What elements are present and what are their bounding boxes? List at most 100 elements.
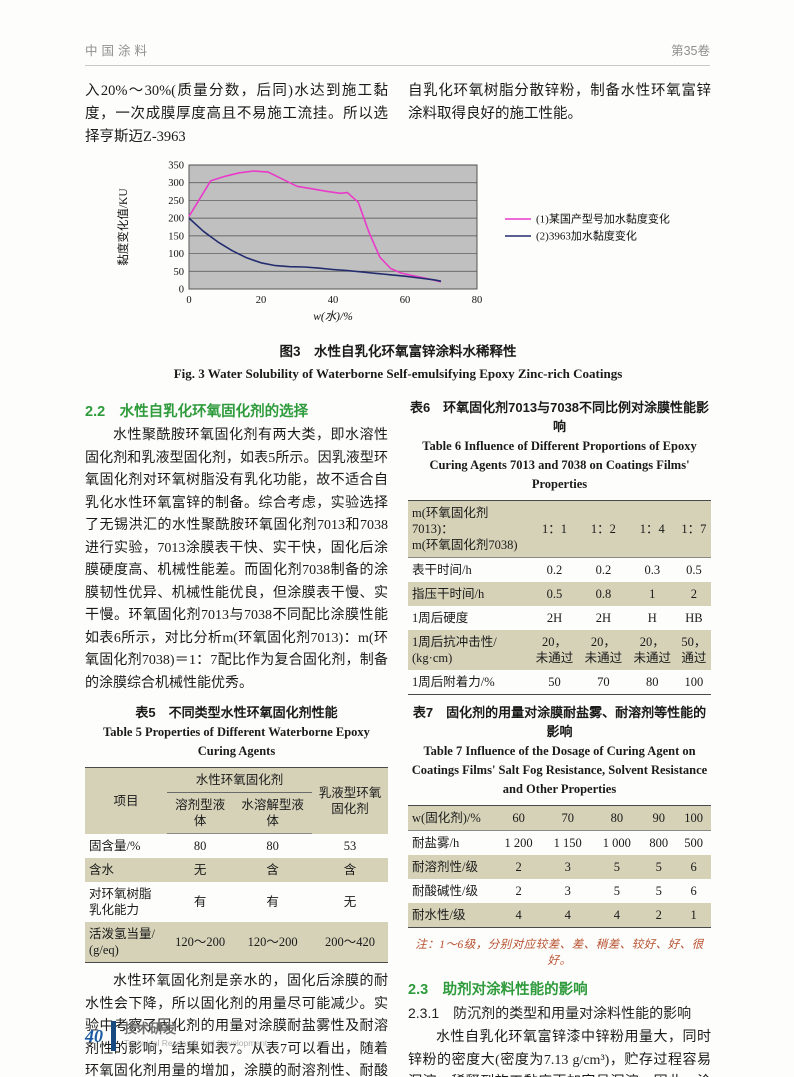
series-line [188,217,442,282]
row-label: 耐水性/级 [412,908,466,922]
row-label: 耐盐雾/h [412,836,460,850]
table-row: 指压干时间/h 0.5 0.8 1 2 [408,582,711,606]
column-header: 90 [641,805,677,831]
table5-title: 表5 不同类型水性环氧固化剂性能 Table 5 Properties of D… [85,703,388,761]
figure3-caption: 图3 水性自乳化环氧富锌涂料水稀释性 Fig. 3 Water Solubili… [85,342,711,384]
x-tick-label: 60 [400,295,411,306]
x-axis-title: w(水)/% [313,310,353,323]
column-header: 1：1 [530,500,579,558]
row-label: 耐酸碱性/级 [412,884,478,898]
row-label: 对环氧树脂 乳化能力 [89,887,152,917]
data-table: 项目 水性环氧固化剂 乳液型环氧 固化剂 溶剂型液体 水溶解型液体 固含量/% 80 80 53… [85,767,388,963]
data-table: w(固化剂)/% 60 70 80 90 100 耐盐雾/h 1 200 1 150 1 000 8… [408,805,711,928]
table6-title-en: Table 6 Influence of Different Proportio… [422,439,697,491]
row-label: 活泼氢当量/ (g/eq) [89,927,155,957]
data-table: m(环氧固化剂7013)： m(环氧固化剂7038) 1：1 1：2 1：4 1：7 表干… [408,500,711,695]
table-cell: 2 [690,587,697,601]
table-cell: 80 [193,839,207,853]
row-label: 1周后硬度 [412,611,469,625]
x-tick-label: 20 [256,295,267,306]
y-tick-label: 50 [174,267,185,278]
table-cell: 3 [564,860,571,874]
table7-title-en: Table 7 Influence of the Dosage of Curin… [411,744,708,796]
table-cell: 1 200 [504,836,533,850]
table-row: 1周后硬度 2H 2H H HB [408,606,711,630]
table-cell: 3 [564,884,571,898]
figure3-caption-en: Fig. 3 Water Solubility of Waterborne Se… [173,366,623,381]
table-cell: 20， 未通过 [535,635,574,665]
table-row: 含水 无 含 含 [85,858,388,882]
footer-section: 技术研发 Technical Research and Development [124,1022,267,1050]
legend-label: (2)3963加水黏度变化 [536,229,637,243]
row-label: 含水 [89,863,115,877]
table-cell: 20， 未通过 [633,635,672,665]
plot-area [188,164,478,290]
section-2-2-paragraph-2: 水性环氧固化剂是亲水的，固化后涂膜的耐水性会下降，所以固化剂的用量尽可能减少。实… [85,974,388,1077]
footer-section-en: Technical Research and Development [124,1038,268,1048]
table7: w(固化剂)/% 60 70 80 90 100 耐盐雾/h 1 200 1 150 1 000 8… [408,805,711,928]
y-axis-title: 黏度变化值/KU [116,188,130,266]
table-cell: 0.5 [546,587,563,601]
table-cell: 20， 未通过 [584,635,623,665]
table7-title-cn: 表7 固化剂的用量对涂膜耐盐雾、耐溶剂等性能的影响 [412,705,707,739]
series-line [188,170,442,283]
column-header: 70 [543,805,593,831]
column-header: 1：7 [676,500,711,558]
section-2-2-paragraph-1: 水性聚酰胺环氧固化剂有两大类，即水溶性固化剂和乳液型固化剂，如表5所示。因乳液型… [85,428,388,691]
table-cell: 80 [266,839,279,853]
table6-title: 表6 环氧固化剂7013与7038不同比例对涂膜性能影响 Table 6 Inf… [408,398,711,494]
table-cell: 50 [548,675,561,689]
sub-column-header: 溶剂型液体 [167,792,234,834]
footer-section-cn: 技术研发 [124,1021,177,1036]
table6: m(环氧固化剂7013)： m(环氧固化剂7038) 1：1 1：2 1：4 1：7 表干… [408,500,711,695]
row-label: 耐溶剂性/级 [412,860,478,874]
table-cell: 2H [595,611,612,625]
table-row: 耐酸碱性/级 2 3 5 5 6 [408,879,711,903]
table-cell: 500 [684,836,703,850]
table-cell: 6 [690,860,697,874]
table-cell: 0.8 [595,587,612,601]
row-label: 1周后附着力/% [412,675,495,689]
group-header: 水性环氧固化剂 [167,767,312,793]
table-row: 耐水性/级 4 4 4 2 1 [408,903,711,928]
y-tick-label: 250 [168,196,184,207]
table-cell: 无 [193,863,207,877]
x-tick-label: 0 [186,295,191,306]
table7-note: 注：1～6级，分别对应较差、差、稍差、较好、好、很好。 [415,939,704,967]
column-header: 乳液型环氧 固化剂 [318,785,382,816]
table-row: 耐溶剂性/级 2 3 5 5 6 [408,855,711,879]
table-cell: H [647,611,657,625]
page-number: 40 [85,1025,103,1046]
column-header: 1：2 [578,500,628,558]
x-tick-label: 80 [472,295,483,306]
column-header: 80 [592,805,642,831]
y-tick-label: 150 [168,231,184,242]
table-cell: 2 [515,860,522,874]
table-cell: 含 [266,863,279,877]
page-footer: 40 技术研发 Technical Research and Developme… [85,1021,267,1051]
table-row: 耐盐雾/h 1 200 1 150 1 000 800 500 [408,831,711,856]
table-cell: 5 [613,860,620,874]
viscosity-line-chart: 0 50 100 150 200 250 300 350 0 20 40 60 80 黏度变化值/KU w(… [116,161,670,324]
section-2-2-heading: 2.2 水性自乳化环氧固化剂的选择 [85,404,309,420]
table5-title-cn: 表5 不同类型水性环氧固化剂性能 [135,705,338,720]
table-row: 对环氧树脂 乳化能力 有 有 无 [85,882,388,922]
footer-divider-bar [111,1021,116,1051]
intro-paragraphs: 入20%～30%(质量分数，后同)水达到施工黏度，一次成膜厚度高且不易施工流挂。… [85,74,711,149]
table-cell: 无 [343,895,357,909]
table-cell: 4 [564,908,571,922]
table-cell: 0.5 [686,563,702,577]
table-cell: 1 [690,908,697,922]
table-cell: 有 [266,895,279,909]
two-column-body: 2.2 水性自乳化环氧固化剂的选择 水性聚酰胺环氧固化剂有两大类，即水溶性固化剂… [85,398,711,1077]
legend-label: (1)某国产型号加水黏度变化 [536,212,670,226]
table5: 项目 水性环氧固化剂 乳液型环氧 固化剂 溶剂型液体 水溶解型液体 固含量/% 80 80 53… [85,767,388,963]
table-cell: 0.2 [546,563,563,577]
intro-left-paragraph: 入20%～30%(质量分数，后同)水达到施工黏度，一次成膜厚度高且不易施工流挂。… [85,83,388,145]
table7-title: 表7 固化剂的用量对涂膜耐盐雾、耐溶剂等性能的影响 Table 7 Influe… [408,703,711,799]
column-header: 60 [494,805,544,831]
table5-title-en: Table 5 Properties of Different Waterbor… [103,725,370,758]
y-tick-label: 200 [168,214,184,225]
table-cell: 53 [343,838,357,853]
figure3-caption-cn: 图3 水性自乳化环氧富锌涂料水稀释性 [279,344,517,359]
